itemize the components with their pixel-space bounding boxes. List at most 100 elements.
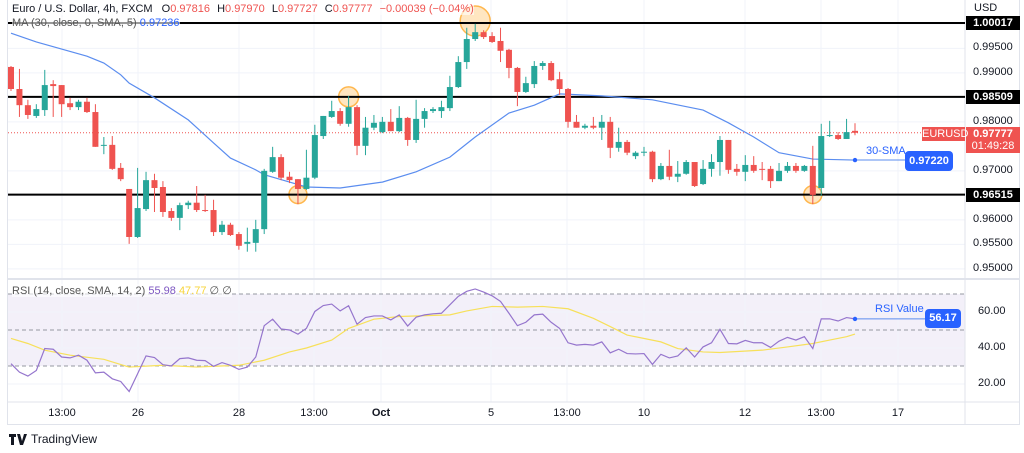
candle-body: [641, 151, 647, 153]
tradingview-logo[interactable]: TradingView: [9, 432, 97, 446]
candle-body: [835, 135, 842, 139]
candle-body: [683, 162, 690, 174]
candle-body: [235, 234, 242, 246]
time-label: 13:00: [553, 407, 581, 419]
level-price-tag: 0.98509: [966, 89, 1020, 104]
candle-body: [210, 210, 217, 233]
candle-body: [67, 103, 74, 108]
time-label: Oct: [371, 407, 391, 419]
candle-body: [337, 111, 344, 124]
candle-body: [261, 170, 268, 230]
candle-body: [92, 112, 99, 147]
sma-value-badge: 0.97220: [905, 151, 953, 171]
high-label: H: [217, 3, 226, 15]
ma-label: MA (30, close, 0, SMA, 5): [12, 17, 137, 29]
candle-body: [430, 109, 436, 112]
candle-body: [607, 121, 614, 148]
candle-body: [438, 107, 445, 112]
symbol-legend: Euro / U.S. Dollar, 4h, FXCM O0.97816 H0…: [12, 3, 474, 15]
rsi-tick: 40.00: [978, 341, 1006, 353]
open-label: O: [161, 3, 171, 15]
candle-body: [227, 224, 234, 236]
current-price-tag: 0.97777 01:49:28: [966, 127, 1020, 153]
candle-body: [598, 121, 605, 128]
symbol-title[interactable]: Euro / U.S. Dollar, 4h, FXCM: [12, 3, 153, 15]
ma-value: 0.97236: [139, 17, 180, 29]
rsi-value: 55.98: [148, 285, 176, 297]
symbol-tag: EURUSD: [922, 127, 969, 141]
sma-annotation: 30-SMA: [866, 145, 906, 157]
candle-body: [8, 66, 14, 90]
tradingview-icon: [9, 433, 27, 445]
ma-legend[interactable]: MA (30, close, 0, SMA, 5) 0.97236: [12, 17, 180, 29]
empty-value-2: ∅: [222, 285, 232, 297]
candle-body: [252, 229, 259, 243]
candle-body: [219, 224, 225, 233]
candle-body: [852, 130, 858, 133]
candle-body: [41, 85, 48, 111]
candle-body: [328, 111, 335, 117]
candle-body: [159, 187, 166, 212]
time-label: 12: [738, 407, 752, 419]
rsi-sma-value: 47.77: [178, 285, 207, 297]
candle-body: [581, 125, 588, 128]
candle-body: [83, 101, 90, 113]
candle-body: [303, 177, 310, 189]
candle-body: [531, 65, 538, 85]
candle-body: [24, 105, 31, 115]
candle-body: [750, 164, 757, 171]
candle-body: [480, 32, 487, 38]
candle-body: [134, 208, 141, 237]
candle-body: [126, 188, 133, 237]
candle-body: [269, 157, 276, 172]
candle-body: [472, 32, 479, 40]
candle-body: [522, 83, 529, 92]
candle-body: [168, 211, 175, 218]
candle-body: [843, 132, 850, 139]
current-price: 0.97777: [973, 128, 1013, 140]
open-value: 0.97816: [170, 3, 210, 15]
rsi-value-badge: 56.17: [925, 309, 961, 328]
candle-body: [742, 164, 749, 172]
candle-body: [826, 135, 833, 137]
candle-body: [16, 89, 23, 106]
candle-body: [489, 36, 496, 42]
candle-body: [396, 117, 403, 132]
price-tick: 0.97000: [973, 163, 1013, 176]
candle-body: [58, 85, 65, 105]
candle-body: [666, 165, 673, 177]
candle-body: [708, 162, 715, 169]
time-label: 26: [131, 407, 145, 419]
time-label: 28: [232, 407, 246, 419]
candle-body: [624, 141, 631, 153]
price-tick: 0.99500: [973, 41, 1013, 54]
candle-body: [370, 122, 377, 128]
candle-body: [446, 87, 453, 109]
currency-label: USD: [974, 2, 998, 14]
candle-body: [413, 118, 420, 140]
candle-body: [362, 127, 369, 146]
rsi-legend[interactable]: RSI (14, close, SMA, 14, 2) 55.98 47.77 …: [12, 284, 232, 297]
candle-body: [784, 165, 791, 171]
high-value: 0.97970: [225, 3, 265, 15]
candle-body: [632, 152, 639, 157]
candle-body: [733, 168, 740, 172]
candle-body: [716, 139, 723, 163]
candle-body: [75, 101, 82, 108]
chart-frame: [7, 0, 1020, 425]
candle-body: [548, 63, 555, 81]
price-tick: 0.95000: [973, 261, 1013, 274]
candle-body: [117, 167, 124, 180]
candle-body: [404, 117, 411, 140]
time-label: 10: [637, 407, 651, 419]
candle-body: [294, 179, 301, 189]
candle-body: [463, 39, 470, 63]
candle-body: [590, 125, 597, 128]
candle-body: [455, 62, 462, 88]
candle-body: [379, 121, 386, 133]
candle-body: [657, 165, 664, 180]
candle-body: [354, 107, 361, 146]
candle-body: [691, 162, 698, 187]
candle-body: [505, 49, 512, 68]
